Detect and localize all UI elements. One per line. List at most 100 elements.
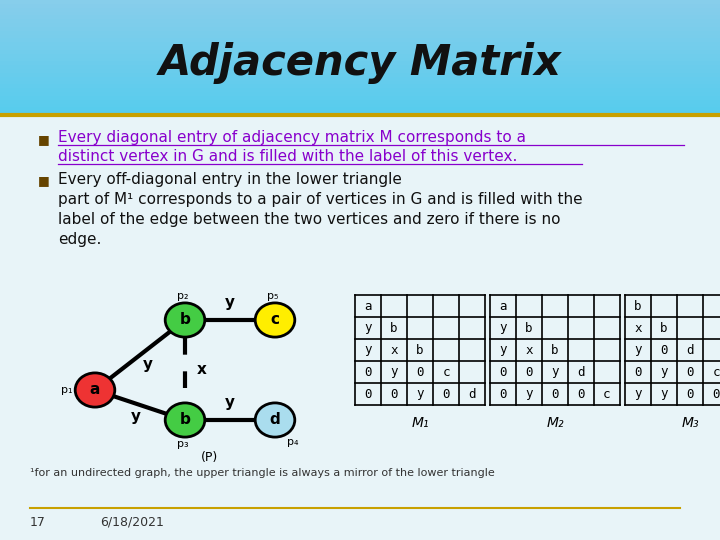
- Text: x: x: [390, 343, 397, 356]
- Text: ¹for an undirected graph, the upper triangle is always a mirror of the lower tri: ¹for an undirected graph, the upper tria…: [30, 468, 495, 478]
- Bar: [0, 15, 720, 19]
- Text: y: y: [225, 395, 235, 410]
- Text: p₂: p₂: [177, 291, 189, 301]
- Text: b: b: [634, 300, 642, 313]
- Text: y: y: [499, 321, 507, 334]
- Text: M₃: M₃: [681, 416, 699, 430]
- Text: p₅: p₅: [267, 291, 279, 301]
- Text: M₁: M₁: [411, 416, 429, 430]
- Text: c: c: [442, 366, 450, 379]
- Bar: [0, 100, 720, 104]
- Bar: [0, 8, 720, 12]
- Bar: [0, 115, 720, 540]
- Text: part of M¹ corresponds to a pair of vertices in G and is filled with the: part of M¹ corresponds to a pair of vert…: [58, 192, 582, 207]
- Text: b: b: [660, 321, 667, 334]
- Text: x: x: [197, 362, 207, 377]
- Bar: [0, 27, 720, 31]
- Text: y: y: [552, 366, 559, 379]
- Bar: [0, 50, 720, 54]
- Bar: [0, 23, 720, 28]
- Text: c: c: [603, 388, 611, 401]
- Bar: [0, 42, 720, 46]
- Text: b: b: [179, 413, 190, 428]
- Bar: [0, 65, 720, 70]
- Text: edge.: edge.: [58, 232, 102, 247]
- Text: y: y: [660, 388, 667, 401]
- Text: d: d: [269, 413, 280, 428]
- Text: c: c: [271, 313, 279, 327]
- Text: y: y: [526, 388, 533, 401]
- Bar: [0, 104, 720, 108]
- Text: y: y: [143, 357, 153, 372]
- Bar: [0, 0, 720, 4]
- Text: d: d: [468, 388, 476, 401]
- Text: 0: 0: [686, 366, 694, 379]
- Ellipse shape: [165, 403, 204, 437]
- Ellipse shape: [255, 303, 294, 337]
- Text: b: b: [390, 321, 397, 334]
- Text: 0: 0: [499, 388, 507, 401]
- Bar: [0, 73, 720, 77]
- Text: p₁: p₁: [61, 385, 73, 395]
- Text: y: y: [225, 295, 235, 310]
- Text: ■: ■: [38, 133, 50, 146]
- Text: y: y: [131, 409, 141, 424]
- Bar: [0, 77, 720, 81]
- Text: Every diagonal entry of adjacency matrix M corresponds to a: Every diagonal entry of adjacency matrix…: [58, 130, 526, 145]
- Bar: [0, 111, 720, 116]
- Bar: [0, 92, 720, 96]
- Text: label of the edge between the two vertices and zero if there is no: label of the edge between the two vertic…: [58, 212, 560, 227]
- Text: d: d: [577, 366, 585, 379]
- Ellipse shape: [255, 403, 294, 437]
- Text: (P): (P): [202, 451, 219, 464]
- Text: 0: 0: [526, 366, 533, 379]
- Text: 0: 0: [712, 388, 720, 401]
- Text: x: x: [634, 321, 642, 334]
- Text: y: y: [364, 343, 372, 356]
- Text: d: d: [686, 343, 694, 356]
- Text: 17: 17: [30, 516, 46, 529]
- Text: b: b: [416, 343, 424, 356]
- Bar: [0, 4, 720, 8]
- Text: y: y: [364, 321, 372, 334]
- Ellipse shape: [75, 373, 114, 407]
- Text: 0: 0: [390, 388, 397, 401]
- Bar: [0, 46, 720, 50]
- Text: 6/18/2021: 6/18/2021: [100, 516, 164, 529]
- Bar: [0, 88, 720, 92]
- Text: Adjacency Matrix: Adjacency Matrix: [158, 42, 562, 84]
- Bar: [0, 31, 720, 35]
- Text: 0: 0: [686, 388, 694, 401]
- Text: 0: 0: [364, 388, 372, 401]
- Text: p₄: p₄: [287, 437, 299, 447]
- Text: 0: 0: [442, 388, 450, 401]
- Bar: [0, 35, 720, 39]
- Text: b: b: [179, 313, 190, 327]
- Text: a: a: [364, 300, 372, 313]
- Text: distinct vertex in G and is filled with the label of this vertex.: distinct vertex in G and is filled with …: [58, 149, 518, 164]
- Text: y: y: [390, 366, 397, 379]
- Text: 0: 0: [416, 366, 424, 379]
- Text: 0: 0: [660, 343, 667, 356]
- Text: a: a: [90, 382, 100, 397]
- Text: c: c: [712, 366, 720, 379]
- Bar: [0, 107, 720, 112]
- Bar: [0, 38, 720, 43]
- Bar: [0, 84, 720, 89]
- Text: y: y: [634, 343, 642, 356]
- Text: M₂: M₂: [546, 416, 564, 430]
- Text: 0: 0: [499, 366, 507, 379]
- Bar: [0, 80, 720, 85]
- Bar: [0, 69, 720, 73]
- Bar: [0, 19, 720, 24]
- Text: ■: ■: [38, 174, 50, 187]
- Text: y: y: [499, 343, 507, 356]
- Text: 0: 0: [552, 388, 559, 401]
- Text: 0: 0: [634, 366, 642, 379]
- Text: b: b: [526, 321, 533, 334]
- Text: Every off-diagonal entry in the lower triangle: Every off-diagonal entry in the lower tr…: [58, 172, 402, 187]
- Text: a: a: [499, 300, 507, 313]
- Bar: [0, 96, 720, 100]
- Text: y: y: [416, 388, 424, 401]
- Bar: [0, 57, 720, 62]
